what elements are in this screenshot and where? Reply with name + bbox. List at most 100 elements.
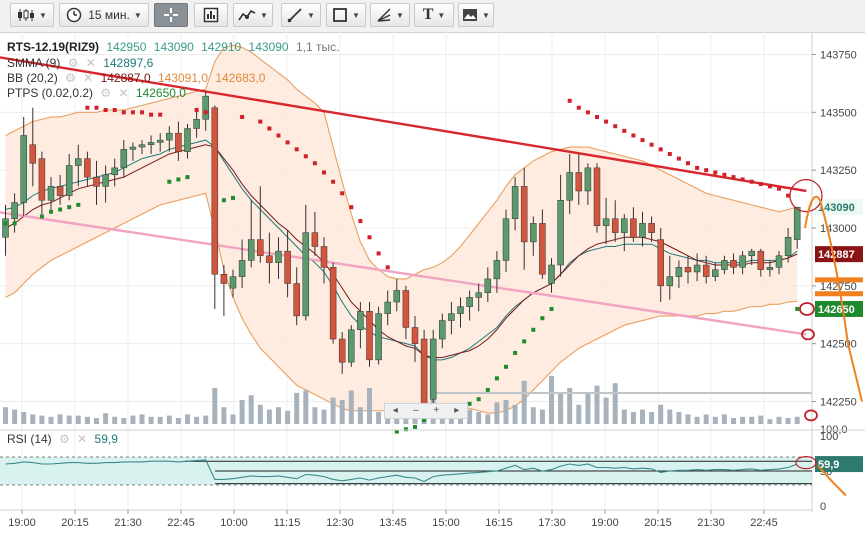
candle-up xyxy=(147,142,155,145)
volume-bar xyxy=(103,413,109,424)
price-tick-label: 142500 xyxy=(820,339,857,351)
ptps-label: PTPS (0.02,0.2) xyxy=(7,86,94,100)
candle-up xyxy=(584,167,592,192)
volume-bar xyxy=(640,409,645,424)
time-tick-label: 22:45 xyxy=(167,517,195,529)
sar-dot-bull xyxy=(504,364,508,369)
sar-dot-bull xyxy=(231,195,235,200)
compare-button[interactable] xyxy=(194,3,228,27)
rsi-tick-label: 100 xyxy=(820,431,838,443)
volume-bar xyxy=(485,414,491,424)
rsi-tick-label: 0 xyxy=(820,501,826,513)
scroll-right-button[interactable]: ▸ xyxy=(454,405,460,416)
candle-up xyxy=(793,206,801,240)
candle-down xyxy=(366,311,373,361)
candle-down xyxy=(29,144,37,164)
sar-dot-bear xyxy=(303,154,308,159)
candle-up xyxy=(275,250,282,263)
candle-down xyxy=(420,338,428,407)
candle-up xyxy=(548,264,555,284)
gear-icon[interactable]: ⚙ xyxy=(67,56,79,70)
gear-icon[interactable]: ⚙ xyxy=(65,71,76,85)
open-value: 142950 xyxy=(106,40,147,54)
candle-down xyxy=(56,186,64,196)
chevron-down-icon: ▼ xyxy=(39,10,47,20)
chart-type-button[interactable]: ▼ xyxy=(10,3,54,27)
sar-dot-bear xyxy=(740,177,745,182)
chart-canvas[interactable]: 1437501435001432501430001427501425001422… xyxy=(0,32,865,542)
volume-bar xyxy=(576,404,582,424)
annotation-circle xyxy=(804,409,818,422)
sar-dot-bear xyxy=(385,265,390,270)
smma-line xyxy=(5,139,798,361)
volume-bar xyxy=(3,407,8,424)
volume-bar xyxy=(339,400,345,424)
price-tick-label: 143500 xyxy=(820,107,857,119)
smma-label: SMMA (9) xyxy=(7,56,61,70)
candle-up xyxy=(348,329,355,363)
rsi-line xyxy=(5,459,798,483)
trend-lines xyxy=(0,56,807,336)
chevron-down-icon: ▼ xyxy=(352,10,360,20)
sar-dot-bear xyxy=(631,133,636,138)
zoom-out-button[interactable]: – xyxy=(412,405,419,416)
close-icon[interactable]: ✕ xyxy=(77,432,88,446)
sar-dot-bull xyxy=(403,427,408,432)
crosshair-button[interactable] xyxy=(154,3,188,27)
candle-down xyxy=(293,283,300,317)
legend-bb-row[interactable]: BB (20,2) ⚙ ✕ 142887,0 143091,0 142683,0 xyxy=(7,71,269,85)
image-tool-button[interactable]: ▼ xyxy=(458,3,494,27)
volume-bar xyxy=(585,392,591,424)
candle-down xyxy=(702,264,710,277)
draw-shape-button[interactable]: ▼ xyxy=(326,3,366,27)
text-tool-icon: T xyxy=(422,6,434,23)
volume-bar xyxy=(166,415,172,424)
close-icon[interactable]: ✕ xyxy=(83,71,94,85)
sar-dot-bear xyxy=(686,161,690,166)
sar-dot-bear xyxy=(640,138,645,143)
legend-rsi-row[interactable]: RSI (14) ⚙ ✕ 59,9 xyxy=(7,432,122,446)
sar-dot-bear xyxy=(258,119,263,124)
sar-dot-bear xyxy=(713,170,718,175)
volume-bar xyxy=(558,392,564,424)
volume-bar xyxy=(367,388,372,424)
chevron-down-icon: ▼ xyxy=(437,10,446,20)
sar-dot-bull xyxy=(394,429,399,434)
sar-dot-bull xyxy=(795,306,800,311)
volume-bar xyxy=(412,414,418,424)
legend-smma-row[interactable]: SMMA (9) ⚙ ✕ 142897,6 xyxy=(7,56,157,70)
indicators-button[interactable]: ▼ xyxy=(233,3,273,27)
candle-up xyxy=(621,218,628,233)
gear-icon[interactable]: ⚙ xyxy=(100,86,112,100)
sar-dot-bear xyxy=(777,186,781,191)
sar-dot-bear xyxy=(112,108,117,113)
sar-dot-bear xyxy=(667,151,672,156)
volume-bar xyxy=(175,418,181,424)
interval-select[interactable]: 15 мин. ▼ xyxy=(59,3,149,27)
close-icon[interactable]: ✕ xyxy=(85,56,96,70)
candle-down xyxy=(730,260,737,268)
text-tool-button[interactable]: T ▼ xyxy=(414,3,454,27)
candle-up xyxy=(502,218,510,261)
sar-dot-bull xyxy=(413,424,417,429)
fibonacci-button[interactable]: ▼ xyxy=(370,3,410,27)
candle-up xyxy=(47,186,55,201)
zoom-in-button[interactable]: + xyxy=(433,405,440,416)
sar-dot-bear xyxy=(130,110,135,115)
sar-dot-bear xyxy=(267,126,272,131)
legend-ptps-row[interactable]: PTPS (0.02,0.2) ⚙ ✕ 142650,0 xyxy=(7,86,190,100)
scroll-left-button[interactable]: ◂ xyxy=(392,405,398,416)
sar-dot-bear xyxy=(294,147,299,152)
volume-value: 1,1 тыс. xyxy=(295,40,340,54)
candle-down xyxy=(220,274,228,284)
candle-down xyxy=(593,167,601,226)
close-icon[interactable]: ✕ xyxy=(118,86,129,100)
draw-line-button[interactable]: ▼ xyxy=(281,3,321,27)
volume-bar xyxy=(603,397,609,424)
gear-icon[interactable]: ⚙ xyxy=(59,432,70,446)
sar-dot-bear xyxy=(285,140,290,145)
sar-dot-bull xyxy=(67,205,72,210)
candle-down xyxy=(520,186,528,243)
parabolic-sar xyxy=(3,98,800,434)
volume-bar xyxy=(667,409,673,424)
